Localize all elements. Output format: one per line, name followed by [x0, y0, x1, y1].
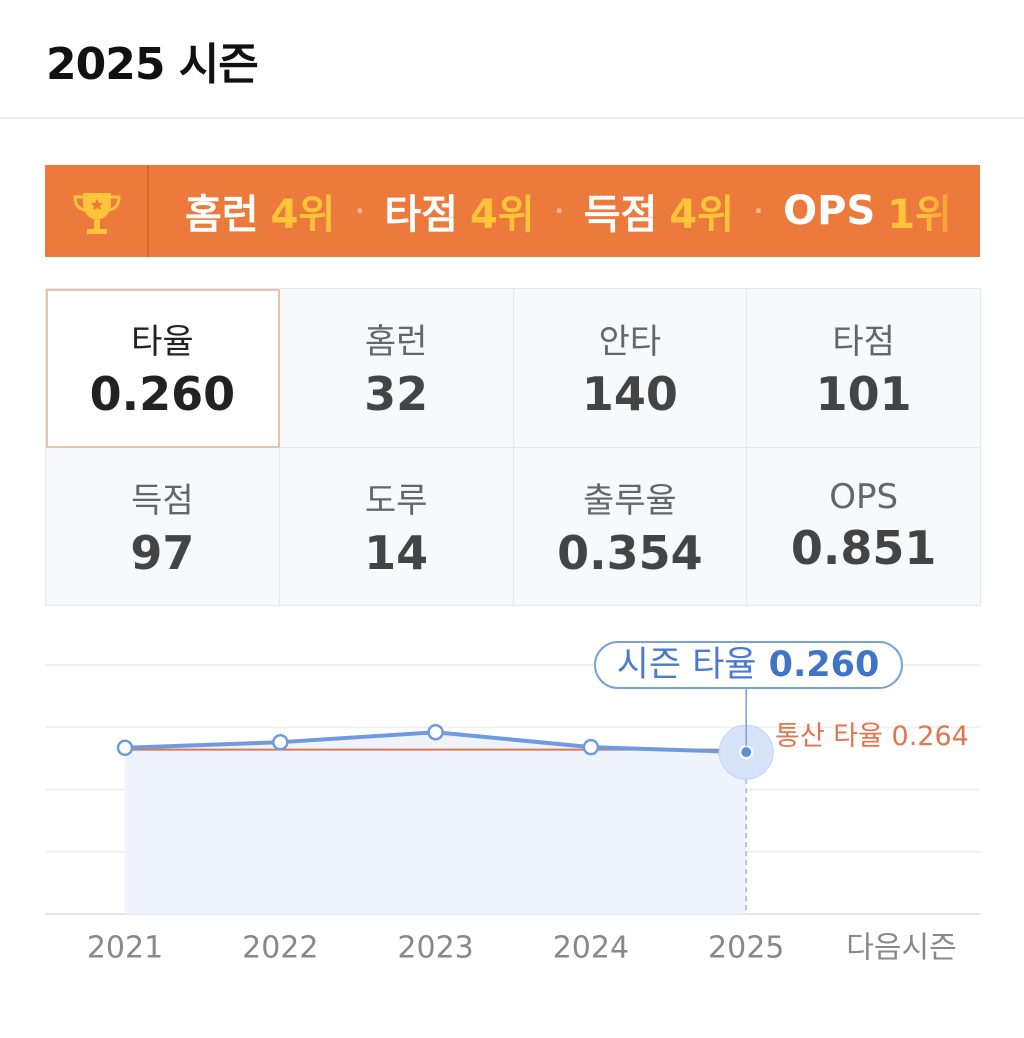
x-tick-label: 2024	[553, 931, 629, 966]
stat-value: 0.260	[89, 367, 236, 422]
average-chart: 2021 2022 2023 2024 2025 다음시즌 통산 타율 0.264 시즌 타율…	[45, 641, 980, 966]
reference-label: 통산 타율 0.264	[775, 721, 969, 752]
stat-cell[interactable]: 출루율 0.354	[513, 447, 748, 606]
stat-cell[interactable]: 타점 101	[747, 289, 981, 448]
rank-label: 홈런	[185, 192, 259, 238]
stat-cell[interactable]: 홈런 32	[279, 289, 514, 448]
stat-value: 101	[815, 367, 912, 422]
separator: ·	[754, 197, 764, 225]
stat-label: 출루율	[582, 480, 677, 521]
point	[582, 738, 600, 756]
stat-label: 홈런	[364, 322, 428, 363]
divider	[0, 117, 1024, 119]
callout-label: 시즌 타율	[617, 645, 757, 685]
stat-value: 97	[130, 525, 195, 580]
stat-value: 32	[364, 367, 429, 422]
area	[125, 732, 747, 914]
rank-value: 4위	[669, 192, 734, 238]
x-tick-label: 2021	[87, 931, 163, 966]
trophy-icon	[45, 165, 149, 257]
rank-value: 4위	[270, 192, 336, 238]
trophy	[73, 193, 121, 234]
stat-value: 0.354	[557, 525, 703, 580]
rank-label: OPS	[783, 188, 876, 234]
point	[739, 745, 754, 760]
rank-value: 4위	[469, 192, 535, 238]
point	[272, 733, 289, 751]
stat-label: 안타	[598, 322, 662, 363]
x-tick-label: 2025	[708, 931, 784, 966]
callout-text: 시즌 타율 0.260	[617, 645, 880, 685]
stat-label: 타점	[832, 322, 895, 363]
callout-value: 0.260	[769, 645, 880, 685]
stat-value: 0.851	[790, 521, 937, 576]
stat-value: 14	[364, 525, 429, 580]
callout-box	[594, 641, 903, 689]
season-title: 2025 시즌	[46, 39, 259, 90]
stat-cell[interactable]: 타율 0.260	[46, 289, 280, 448]
rank-label: 타점	[384, 192, 458, 238]
x-tick-label: 2022	[242, 931, 318, 966]
stat-label: OPS	[829, 477, 899, 518]
stat-label: 타율	[131, 322, 194, 363]
separator: ·	[554, 197, 564, 225]
stat-label: 득점	[131, 480, 194, 521]
fade	[920, 165, 980, 257]
x-tick-label: 2023	[397, 931, 473, 966]
stat-cell[interactable]: 도루 14	[279, 447, 514, 606]
stat-value: 140	[581, 367, 678, 422]
x-tick-label: 다음시즌	[846, 931, 956, 966]
stat-cell[interactable]: 득점 97	[46, 447, 280, 606]
stat-cell[interactable]: OPS 0.851	[747, 447, 981, 606]
point	[427, 723, 444, 741]
stat-grid: 타율 0.260 홈런 32 안타 140 타점 101 득점 97 도루 14 출루율 0.354 OPS…	[45, 288, 981, 606]
separator: ·	[355, 197, 365, 225]
stat-cell[interactable]: 안타 140	[513, 289, 748, 448]
rank-label: 득점	[583, 192, 658, 238]
stat-label: 도루	[364, 480, 428, 521]
point	[116, 739, 134, 757]
